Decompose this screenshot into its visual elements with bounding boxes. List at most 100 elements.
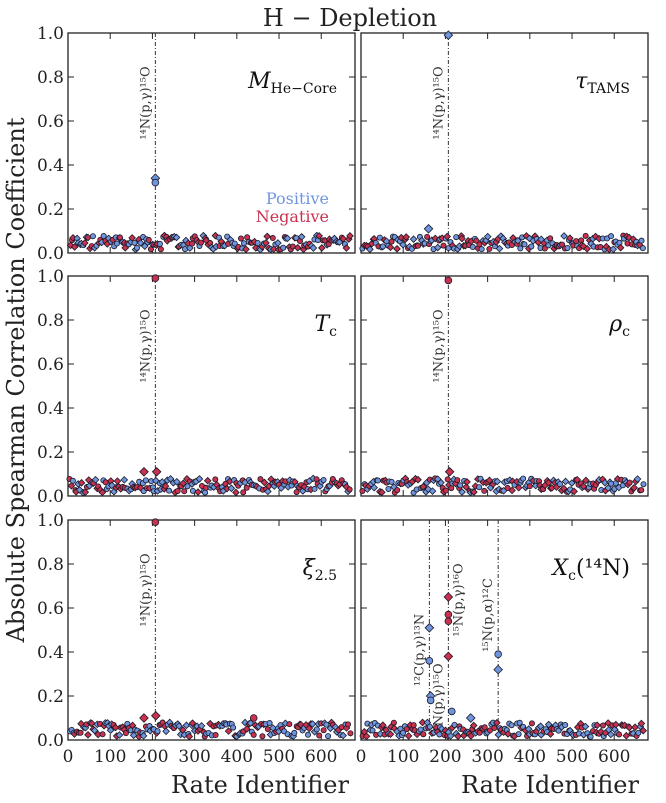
y-tick-label: 0.4 — [37, 399, 64, 419]
scatter-point — [147, 246, 154, 253]
scatter-point — [607, 730, 615, 739]
annotation-label: ¹⁴N(p,γ)¹⁵O — [431, 663, 446, 736]
x-tick-label: 0 — [63, 747, 74, 767]
y-tick-label: 0.4 — [37, 643, 64, 663]
scatter-point — [374, 477, 381, 484]
highlight-point — [443, 30, 454, 41]
x-tick-label: 100 — [387, 747, 419, 767]
scatter-point — [564, 244, 571, 251]
scatter-point — [528, 243, 535, 250]
scatter-point — [491, 725, 498, 732]
highlight-point — [447, 707, 456, 716]
scatter-point — [442, 487, 449, 494]
scatter-point — [388, 478, 395, 485]
scatter-point — [166, 487, 173, 494]
scatter-point — [77, 479, 86, 487]
scatter-point — [224, 233, 231, 240]
scatter-point — [410, 722, 417, 729]
scatter-point — [458, 234, 466, 243]
scatter-point — [339, 731, 347, 740]
legend-positive: Positive — [266, 189, 329, 208]
scatter-point — [106, 726, 115, 735]
scatter-point — [546, 730, 555, 738]
scatter-point — [514, 483, 523, 492]
panel-middle-right: ¹⁴N(p,γ)¹⁵O ρc — [359, 275, 649, 497]
annotation-label: ¹⁵N(p,γ)¹⁶O — [451, 563, 466, 636]
panel-title: MHe−Core — [247, 69, 337, 97]
scatter-point — [136, 239, 145, 247]
scatter-point — [403, 726, 410, 733]
highlight-point — [444, 276, 453, 285]
scatter-point — [154, 728, 161, 735]
scatter-point — [386, 730, 395, 739]
scatter-point — [485, 476, 494, 485]
scatter-point — [237, 235, 244, 242]
x-tick-label: 600 — [598, 747, 630, 767]
scatter-point — [555, 727, 562, 734]
scatter-point — [394, 487, 401, 494]
scatter-point — [547, 235, 554, 242]
y-tick-label: 0.2 — [37, 687, 64, 707]
scatter-point — [494, 730, 503, 739]
scatter-point — [111, 723, 120, 732]
scatter-point — [362, 732, 371, 741]
scatter-point — [224, 727, 233, 735]
scatter-point — [87, 719, 96, 728]
y-tick-label: 0.2 — [37, 200, 64, 220]
y-tick-label: 0.6 — [37, 355, 64, 375]
scatter-point — [457, 482, 464, 489]
scatter-point — [582, 232, 589, 239]
scatter-point — [297, 232, 306, 241]
scatter-point — [378, 488, 386, 497]
scatter-point — [172, 233, 181, 242]
highlight-point — [151, 274, 160, 283]
x-tick-label: 200 — [136, 747, 168, 767]
scatter-point — [99, 731, 106, 738]
scatter-point — [622, 731, 631, 740]
panel-title: τTAMS — [575, 69, 630, 97]
scatter-point — [566, 234, 574, 243]
scatter-point — [415, 242, 422, 249]
scatter-point — [495, 244, 504, 253]
scatter-point — [308, 720, 317, 728]
panel-top-right: ¹⁴N(p,γ)¹⁵O τTAMS — [359, 30, 649, 254]
scatter-point — [131, 239, 138, 246]
scatter-point — [520, 475, 527, 482]
scatter-point — [242, 725, 251, 733]
scatter-point — [626, 479, 633, 486]
y-tick-label: 0.8 — [37, 311, 64, 331]
highlight-point — [424, 622, 435, 633]
scatter-point — [274, 239, 282, 247]
y-tick-label: 1.0 — [37, 267, 64, 287]
scatter-point — [84, 730, 92, 739]
scatter-point — [454, 477, 461, 484]
scatter-point — [186, 244, 194, 252]
scatter-point — [188, 719, 197, 727]
scatter-point — [379, 243, 386, 250]
y-tick-label: 0.8 — [37, 555, 64, 575]
scatter-point — [90, 726, 99, 735]
panel-top-left: 0.0 0.2 0.4 0.6 0.8 1.0 ¹⁴N(p,γ)¹⁵O MHe−Core Pos… — [37, 24, 356, 264]
scatter-point — [264, 487, 272, 496]
x-tick-label: 100 — [94, 747, 126, 767]
annotation-label: ¹⁴N(p,γ)¹⁵O — [431, 66, 446, 139]
x-tick-label: 400 — [221, 747, 253, 767]
highlight-point — [151, 466, 162, 477]
scatter-point — [139, 732, 148, 740]
scatter-point — [469, 721, 478, 730]
x-tick-label: 400 — [514, 747, 546, 767]
scatter-point — [260, 478, 269, 487]
annotation-label: ¹⁵N(p,α)¹²C — [481, 578, 496, 652]
annotation-label: ¹⁴N(p,γ)¹⁵O — [431, 309, 446, 382]
scatter-point — [454, 732, 462, 741]
scatter-point — [81, 488, 90, 496]
panel-bottom-right: 0 100 200 300 400 500 600 ¹²C(p,γ)¹³N ¹⁴N(p,γ)¹⁵… — [356, 519, 649, 767]
scatter-point — [609, 245, 618, 254]
scatter-point — [194, 488, 202, 496]
scatter-point — [269, 245, 278, 253]
scatter-point — [481, 724, 488, 731]
plot-frame — [67, 32, 356, 254]
scatter-point — [293, 489, 300, 496]
scatter-point — [240, 489, 247, 496]
